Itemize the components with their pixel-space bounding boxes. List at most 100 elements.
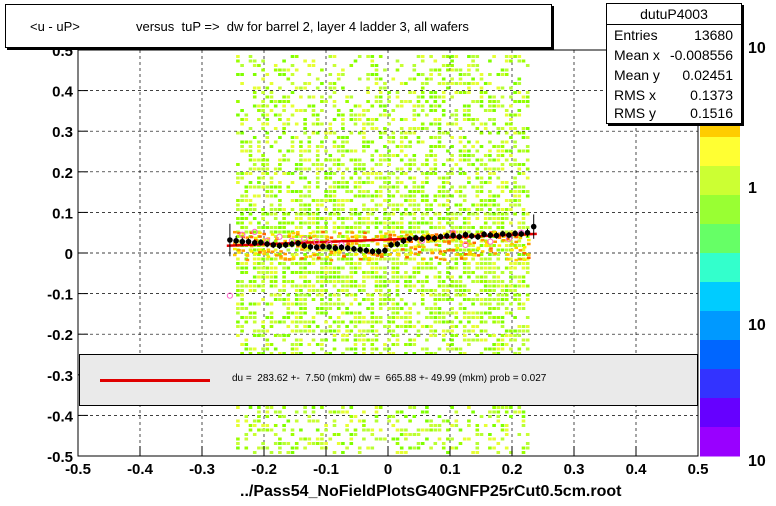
density-cell	[383, 176, 387, 180]
density-cell	[378, 100, 383, 103]
density-cell	[244, 190, 249, 193]
density-cell	[420, 280, 425, 283]
density-cell	[404, 325, 408, 328]
density-cell-hot	[527, 256, 531, 259]
density-cell	[366, 100, 370, 103]
density-cell	[286, 298, 291, 301]
density-cell	[299, 320, 303, 324]
density-cell	[345, 140, 349, 144]
density-cell	[307, 419, 312, 423]
density-cell	[353, 59, 358, 63]
density-cell	[294, 343, 299, 346]
density-cell	[311, 104, 316, 108]
density-cell	[315, 235, 320, 238]
density-cell	[353, 158, 358, 162]
density-cell	[504, 284, 509, 288]
density-cell	[286, 100, 291, 103]
density-cell	[265, 266, 270, 270]
density-cell	[387, 298, 391, 301]
density-cell-hot	[514, 240, 518, 244]
density-cell	[429, 203, 433, 207]
density-cell	[244, 271, 249, 274]
density-cell	[320, 307, 324, 310]
density-cell	[273, 104, 278, 108]
density-cell	[378, 284, 383, 288]
density-cell	[513, 82, 517, 85]
density-cell	[328, 217, 333, 220]
density-cell	[500, 208, 505, 211]
density-cell	[420, 199, 425, 202]
density-cell	[278, 208, 282, 211]
density-cell	[303, 262, 307, 265]
density-cell	[320, 284, 324, 288]
density-cell	[404, 352, 408, 355]
density-cell	[425, 316, 429, 319]
density-cell	[458, 149, 463, 153]
density-cell	[433, 266, 438, 270]
density-cell	[311, 410, 316, 414]
density-cell	[383, 280, 387, 283]
density-cell	[336, 149, 341, 153]
density-cell	[273, 140, 278, 144]
density-cell	[315, 163, 320, 166]
density-cell	[345, 190, 349, 193]
density-cell	[332, 203, 337, 207]
density-cell	[387, 316, 391, 319]
density-cell-hot	[371, 253, 376, 256]
density-cell	[299, 226, 303, 229]
density-cell	[299, 352, 303, 355]
density-cell	[290, 55, 295, 58]
density-cell	[265, 95, 270, 99]
density-cell	[341, 172, 345, 175]
density-cell	[286, 307, 291, 310]
density-cell	[345, 217, 349, 220]
density-cell	[471, 271, 475, 274]
stats-box: dutuP4003 Entries 13680 Mean x -0.008556…	[606, 3, 742, 124]
density-cell	[345, 334, 349, 337]
density-cell	[374, 118, 379, 121]
density-cell	[290, 428, 295, 432]
density-cell	[450, 298, 454, 301]
density-cell	[517, 406, 522, 409]
density-cell	[370, 172, 375, 175]
density-cell	[362, 316, 366, 319]
density-cell	[357, 338, 362, 342]
open-marker	[487, 238, 494, 245]
density-cell	[357, 446, 362, 450]
density-cell	[504, 433, 509, 436]
density-cell-hot	[510, 243, 514, 246]
density-cell	[517, 325, 522, 328]
density-cell	[433, 172, 438, 175]
density-cell	[273, 208, 278, 211]
density-cell	[257, 419, 261, 423]
density-cell-hot	[354, 234, 359, 238]
density-cell	[294, 329, 299, 333]
density-cell	[307, 437, 312, 441]
density-cell	[362, 437, 366, 441]
density-cell	[408, 77, 412, 81]
density-cell	[420, 163, 425, 166]
density-cell	[416, 239, 421, 243]
density-cell	[366, 271, 370, 274]
density-cell	[479, 199, 484, 202]
density-cell	[370, 257, 375, 261]
density-cell	[479, 86, 484, 90]
density-cell	[236, 289, 240, 292]
density-cell	[454, 347, 459, 351]
density-cell	[294, 122, 299, 126]
density-cell	[320, 289, 324, 292]
density-cell-hot	[405, 256, 409, 259]
density-cell	[303, 185, 307, 189]
density-cell	[269, 325, 274, 328]
density-cell	[475, 230, 480, 234]
density-cell	[420, 181, 425, 184]
density-cell	[458, 280, 463, 283]
profile-marker	[444, 233, 450, 239]
density-cell-hot	[434, 256, 439, 259]
profile-marker	[320, 243, 326, 250]
density-cell	[341, 334, 345, 337]
density-cell	[265, 194, 270, 198]
density-cell	[488, 262, 492, 265]
density-cell	[383, 271, 387, 274]
density-cell	[349, 329, 354, 333]
